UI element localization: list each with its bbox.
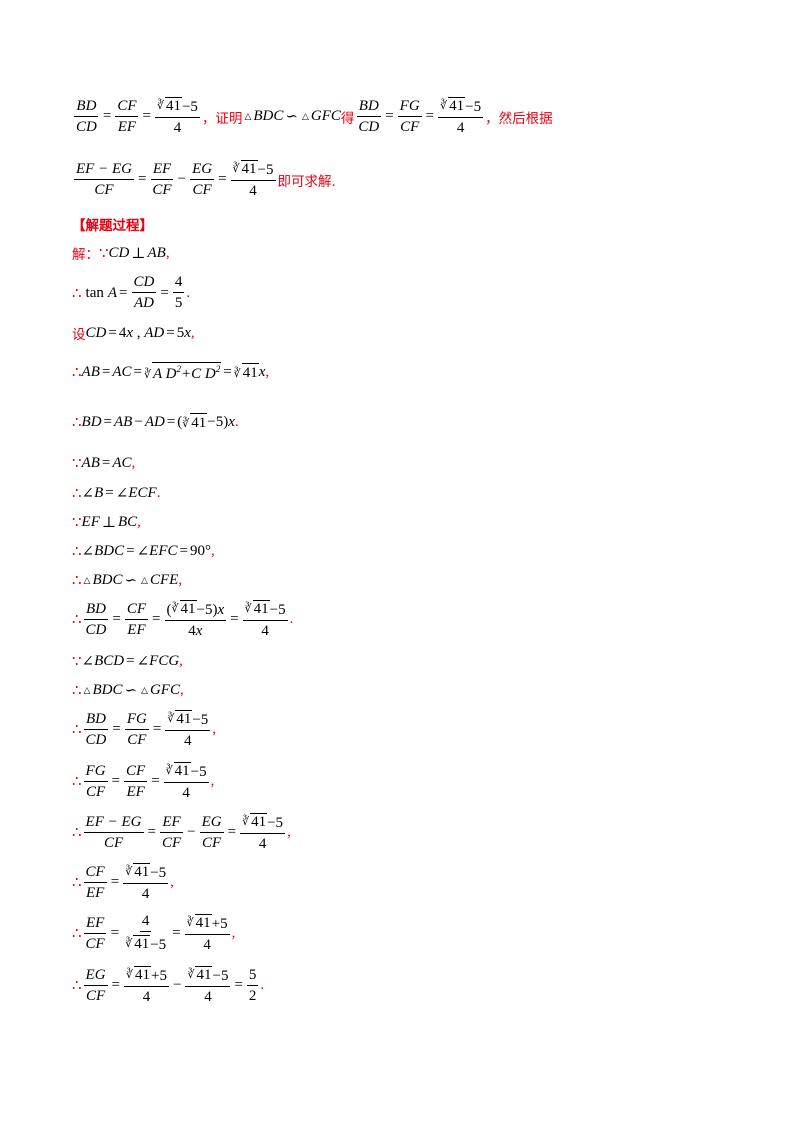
fraction: ∛ 41 −5 4 <box>165 710 211 749</box>
fraction: FG CF <box>124 710 149 748</box>
solution-line-3: 设 CD = 4 x , AD = 5 x, <box>72 324 195 344</box>
fraction: (∛ 41 −5)x 4x <box>164 600 227 639</box>
jie-label: 解： <box>72 247 99 263</box>
hint-line-1: BD CD = CF EF = ∛ 41 −5 4 ，证明 △ BDC ∽ △ GFC 得 BD C… <box>74 97 553 136</box>
fraction: EG CF <box>83 966 108 1004</box>
fraction: BD CD <box>74 97 99 135</box>
fraction: EG CF <box>190 160 215 198</box>
solution-line-16: ∴ EF − EG CF = EF CF − EG CF = ∛ 41 −5 4, <box>72 813 291 852</box>
fraction: EG CF <box>199 813 224 851</box>
fraction: ∛ 41 +5 4 <box>124 966 169 1005</box>
hint-text-de: 得 <box>340 110 355 127</box>
fraction: ∛ 41 −5 4 <box>438 97 484 136</box>
hint-text-end: 即可求解. <box>277 173 336 190</box>
fraction: EF CF <box>160 813 183 851</box>
solution-line-6: ∵ AB = AC, <box>72 455 136 472</box>
fraction: ∛ 41 −5 4 <box>185 966 231 1005</box>
solution-line-8: ∵ EF ⊥ BC, <box>72 514 141 531</box>
fraction: FG CF <box>83 762 108 800</box>
fraction: CF EF <box>124 600 149 638</box>
fraction: ∛ 41 −5 4 <box>240 813 286 852</box>
fraction: EF − EG CF <box>74 160 134 198</box>
solution-line-12: ∵ ∠ BCD = ∠ FCG, <box>72 653 183 670</box>
fraction: EF CF <box>150 160 174 198</box>
fraction: ∛ 41 −5 4 <box>242 600 288 639</box>
section-title: 【解题过程】 <box>72 218 153 234</box>
fraction: CF EF <box>115 97 139 135</box>
fraction: FG CF <box>397 97 422 135</box>
solution-line-10: ∴ △ BDC ∽ △ CFE, <box>72 572 183 589</box>
fraction: CD AD <box>131 274 157 311</box>
solution-line-18: ∴ EF CF = 4 ∛ 41 −5 = ∛ 41 +5 4, <box>72 913 236 953</box>
fraction: CF EF <box>83 863 107 901</box>
solution-line-14: ∴ BD CD = FG CF = ∛ 41 −5 4, <box>72 710 217 749</box>
solution-line-13: ∴ △ BDC ∽ △ GFC, <box>72 682 184 699</box>
fraction: BD CD <box>83 600 108 638</box>
set-label: 设 <box>72 327 86 343</box>
fraction: EF CF <box>83 914 107 952</box>
hint-text-then: ，然后根据 <box>485 110 553 127</box>
solution-line-4: ∴ AB = AC = ∛ A D2+C D2 = ∛ 41 x, <box>72 362 270 382</box>
fraction: ∛ 41 −5 4 <box>163 762 209 801</box>
fraction: EF − EG CF <box>83 813 144 851</box>
solution-line-9: ∴ ∠ BDC = ∠ EFC = 90°, <box>72 543 215 560</box>
solution-line-1: 解： ∵ CD ⊥ AB, <box>72 244 170 264</box>
fraction: ∛ 41 −5 4 <box>123 863 169 902</box>
hint-line-2: EF − EG CF = EF CF − EG CF = ∛ 41 −5 4 即可求解. <box>74 160 336 199</box>
fraction: BD CD <box>83 710 108 748</box>
solution-line-15: ∴ FG CF = CF EF = ∛ 41 −5 4, <box>72 762 215 801</box>
solution-line-5: ∴ BD = AB − AD = (∛ 41 −5) x. <box>72 413 239 431</box>
fraction: BD CD <box>356 97 381 135</box>
fraction: ∛ 41 +5 4 <box>184 914 230 953</box>
solution-line-11: ∴ BD CD = CF EF = (∛ 41 −5)x 4x = ∛ 41 −5 4. <box>72 600 294 639</box>
fraction: ∛ 41 −5 4 <box>154 97 200 136</box>
fraction: 4 ∛ 41 −5 <box>125 913 167 953</box>
solution-line-17: ∴ CF EF = ∛ 41 −5 4, <box>72 863 174 902</box>
fraction: ∛ 41 −5 4 <box>230 160 276 199</box>
fraction: CF EF <box>124 762 148 800</box>
solution-line-7: ∴ ∠ B = ∠ ECF. <box>72 485 161 502</box>
hint-text-proof: ，证明 <box>201 110 243 127</box>
